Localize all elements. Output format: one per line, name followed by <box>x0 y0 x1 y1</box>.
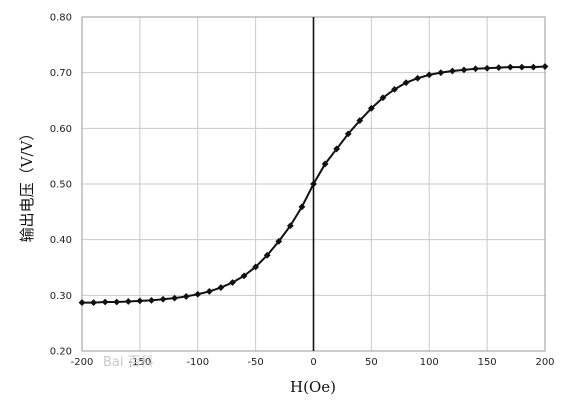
x-tick-label: 200 <box>535 357 554 368</box>
data-point <box>402 79 410 87</box>
data-point <box>391 85 398 93</box>
data-point <box>124 298 132 305</box>
x-tick-label: 0 <box>310 357 316 368</box>
data-point <box>159 295 167 303</box>
data-point <box>321 160 329 168</box>
data-point <box>414 74 422 82</box>
data-point <box>530 63 537 71</box>
data-point <box>275 237 283 245</box>
data-point <box>344 130 352 138</box>
y-tick-label: 0.30 <box>50 291 72 302</box>
data-point <box>205 288 213 295</box>
data-point <box>483 64 491 72</box>
watermark: Bai 百科 <box>103 355 154 370</box>
data-point <box>506 63 514 71</box>
data-point <box>113 298 121 306</box>
y-tick-label: 0.20 <box>50 347 72 358</box>
y-tick-label: 0.50 <box>50 180 72 191</box>
x-tick-label: 150 <box>478 357 497 368</box>
data-point <box>379 94 387 102</box>
data-point <box>148 296 155 304</box>
data-point <box>518 63 526 71</box>
x-tick-label: 50 <box>365 357 378 368</box>
x-tick-label: -50 <box>247 357 263 368</box>
data-point <box>252 263 260 271</box>
series-group <box>78 63 549 306</box>
data-point <box>495 64 503 72</box>
data-point <box>298 203 306 211</box>
data-point <box>171 294 178 302</box>
data-point <box>310 180 317 188</box>
x-tick-label: 100 <box>420 357 439 368</box>
data-point <box>240 272 248 280</box>
data-point <box>356 117 364 124</box>
data-point <box>460 66 468 74</box>
data-point <box>229 279 236 286</box>
data-point <box>437 69 445 77</box>
y-tick-label: 0.60 <box>50 124 72 135</box>
data-point <box>90 299 97 306</box>
y-axis-title: 输出电压（V/V） <box>18 126 36 243</box>
data-point <box>449 67 456 75</box>
x-tick-label: -100 <box>186 357 209 368</box>
data-point <box>472 65 479 73</box>
data-point <box>367 104 375 112</box>
data-point <box>286 222 294 230</box>
data-point <box>194 290 202 298</box>
data-point <box>182 293 190 300</box>
data-point <box>425 71 433 79</box>
y-tick-label: 0.80 <box>50 13 72 24</box>
x-tick-label: -150 <box>129 357 152 368</box>
data-point <box>136 297 144 305</box>
x-axis-title: H(Oe) <box>290 378 336 396</box>
data-point <box>541 63 549 70</box>
y-tick-label: 0.70 <box>50 68 72 79</box>
data-point <box>78 299 86 306</box>
tick-labels: -200 -150 -100 -50 0 50 100 150 200 0.20 0.30 0.40 0… <box>50 13 555 369</box>
data-point <box>101 298 109 306</box>
y-tick-label: 0.40 <box>50 235 72 246</box>
x-tick-label: -200 <box>71 357 94 368</box>
data-point <box>333 145 341 153</box>
data-point <box>263 251 271 259</box>
data-point <box>217 284 225 291</box>
